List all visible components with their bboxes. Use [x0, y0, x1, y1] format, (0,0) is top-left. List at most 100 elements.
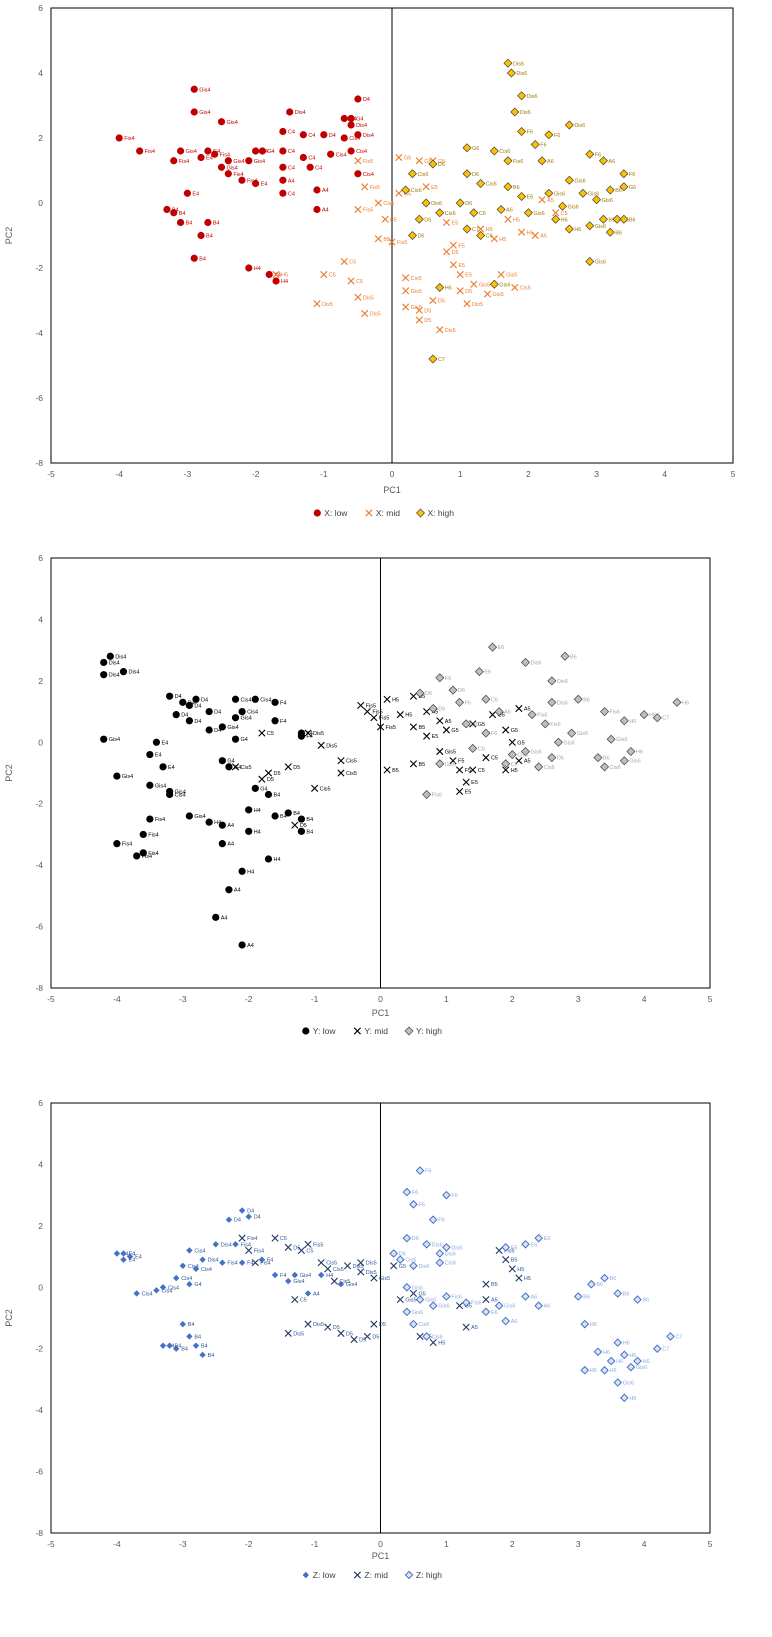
point-label: Dis5	[366, 1261, 377, 1267]
series-1: Dis5Dis5Cis5Cis5Cis5D5D5D5C5Cis5D5Fis5Fi…	[231, 692, 531, 829]
data-point	[517, 228, 526, 236]
point-label: H5	[486, 227, 493, 233]
point-label: G5	[511, 728, 518, 734]
point-label: Gis4	[227, 120, 238, 126]
point-label: Dis6	[574, 123, 585, 129]
point-label: Dis5	[313, 731, 324, 737]
point-label: H4	[273, 857, 280, 863]
data-point	[534, 1301, 543, 1311]
data-point	[119, 668, 128, 676]
legend: X: low X: mid X: high	[313, 508, 454, 518]
data-point	[374, 199, 382, 207]
y-axis-title: PC2	[4, 227, 14, 245]
point-label: E4	[261, 182, 268, 188]
x-tick-label: 2	[510, 994, 515, 1004]
data-point	[218, 757, 226, 765]
point-label: Fis4	[247, 178, 257, 184]
data-point	[409, 760, 418, 768]
y-tick-label: -6	[35, 1467, 43, 1477]
point-label: Cis5	[346, 759, 357, 765]
point-label: A4	[322, 208, 329, 214]
data-point	[238, 941, 246, 949]
point-label: H5	[524, 1276, 531, 1282]
point-label: D4	[194, 719, 201, 725]
data-point	[456, 270, 464, 279]
point-label: B5	[491, 1282, 498, 1288]
point-label: A5	[547, 198, 554, 204]
data-point	[238, 1259, 246, 1266]
point-label: H6	[636, 750, 643, 756]
x-tick-label: -3	[179, 1539, 187, 1549]
series-2: E6 E6 Dis6 B6 Dis6 Dis6 B6 Fis6 H6 H6 C7 H6 H6 Gis6 B6…	[415, 642, 689, 799]
point-label: Dis6	[451, 1245, 462, 1251]
point-label: A5	[432, 710, 439, 716]
point-label: B5	[390, 217, 397, 223]
point-label: Dis6	[527, 94, 538, 100]
point-label: Dis4	[109, 673, 120, 679]
data-point	[197, 153, 205, 162]
data-point	[435, 1258, 445, 1268]
point-label: Dis6	[557, 679, 568, 685]
point-label: B5	[418, 694, 425, 700]
point-label: Fis4	[227, 1261, 237, 1267]
data-point	[469, 766, 477, 774]
point-label: Gis5	[445, 750, 456, 756]
point-label: E4	[135, 1255, 142, 1261]
data-point	[436, 747, 444, 756]
data-point	[547, 676, 557, 686]
point-label: E5	[431, 185, 438, 191]
point-label: H6	[590, 1322, 597, 1328]
point-label: E5	[458, 263, 465, 269]
point-label: D6	[412, 1236, 419, 1242]
point-label: H6	[590, 1368, 597, 1374]
data-point	[449, 757, 457, 765]
point-label: B6	[610, 1276, 617, 1282]
data-point	[219, 1259, 226, 1266]
x-tick-label: 4	[642, 994, 647, 1004]
data-point	[612, 214, 622, 224]
point-label: B4	[280, 814, 287, 820]
point-label: D5	[438, 299, 445, 305]
data-point	[192, 695, 200, 703]
point-label: C7	[438, 357, 445, 363]
point-label: Cis6	[445, 211, 456, 217]
point-label: H4	[326, 1273, 333, 1279]
data-point	[606, 1356, 616, 1366]
point-label: Fis4	[260, 1261, 270, 1267]
data-point	[482, 754, 490, 762]
point-label: C4	[288, 149, 295, 155]
point-label: F6	[527, 130, 533, 136]
data-point	[605, 227, 615, 237]
point-label: B6	[643, 1298, 650, 1304]
y-tick-label: -6	[35, 922, 43, 932]
data-point	[422, 1332, 431, 1341]
data-point	[517, 127, 527, 136]
data-point	[199, 1351, 206, 1359]
point-label: B4	[306, 829, 313, 835]
data-point	[170, 209, 178, 217]
data-point	[580, 1365, 590, 1375]
data-point	[218, 840, 226, 848]
point-label: F6	[629, 172, 635, 178]
x-tick-label: 3	[594, 469, 599, 479]
data-point	[423, 732, 431, 740]
series-0: Fis4Fis4Gis4Gis4Gis4Gis4G4Fis4Fis4E4Gis4…	[115, 85, 374, 285]
data-point	[613, 1378, 623, 1387]
data-point	[218, 723, 226, 731]
point-label: G4	[227, 759, 234, 765]
x-tick-label: 5	[708, 1539, 713, 1549]
data-point	[544, 188, 554, 198]
data-point	[190, 85, 198, 93]
data-point	[159, 763, 167, 771]
point-label: Fis4	[142, 854, 152, 860]
data-point	[357, 1268, 365, 1276]
point-label: Gis6	[616, 737, 627, 743]
point-label: Dis4	[208, 1258, 219, 1264]
point-label: Cis5	[411, 276, 422, 282]
point-label: Gis4	[346, 1282, 357, 1288]
point-label: F6	[554, 133, 560, 139]
x-axis-title: PC1	[383, 485, 401, 495]
data-point	[409, 692, 418, 700]
data-point	[279, 127, 287, 136]
data-point	[502, 1256, 510, 1264]
